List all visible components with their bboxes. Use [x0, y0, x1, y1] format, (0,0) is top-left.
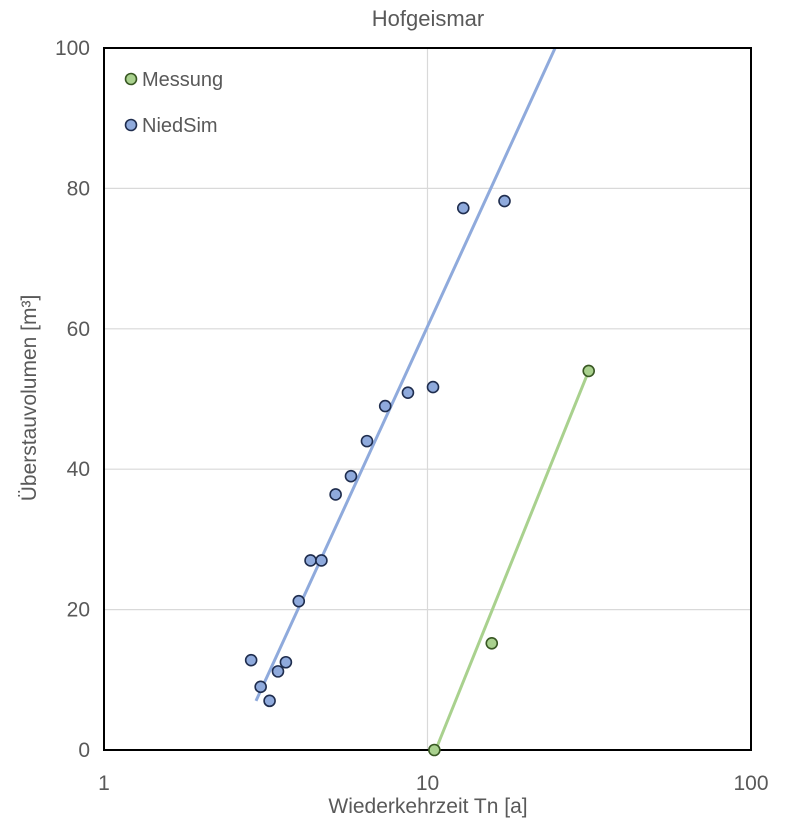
legend: Messung NiedSim — [124, 69, 223, 137]
niedsim-point — [344, 469, 358, 483]
x-axis-title: Wiederkehrzeit Tn [a] — [328, 795, 527, 818]
niedsim-point — [263, 694, 276, 708]
niedsim-point — [254, 680, 267, 694]
legend-marker-niedsim — [124, 118, 138, 132]
niedsim-point — [498, 194, 511, 208]
niedsim-point — [401, 386, 415, 399]
trendlines — [254, 47, 591, 751]
x-tick-label: 100 — [733, 772, 768, 795]
messung-point — [582, 364, 596, 378]
legend-label-messung: Messung — [142, 69, 223, 91]
niedsim-point — [304, 554, 317, 567]
y-tick-label: 40 — [67, 458, 90, 481]
niedsim-point — [244, 653, 258, 667]
messung-trendline — [434, 370, 591, 751]
legend-label-niedsim: NiedSim — [142, 115, 218, 137]
niedsim-point — [279, 655, 293, 669]
plot-area-border — [103, 47, 752, 751]
chart-title: Hofgeismar — [372, 6, 484, 31]
y-tick-label: 60 — [67, 318, 90, 341]
niedsim-trendline — [254, 47, 557, 702]
niedsim-point — [456, 201, 470, 215]
niedsim-point — [378, 399, 392, 413]
niedsim-point — [315, 554, 328, 567]
legend-marker-messung — [124, 72, 138, 86]
messung-point — [428, 743, 441, 757]
data-points — [244, 194, 596, 757]
y-tick-label: 0 — [78, 739, 90, 762]
y-tick-label: 20 — [67, 599, 90, 622]
niedsim-point — [271, 665, 285, 678]
x-tick-label: 10 — [416, 772, 439, 795]
niedsim-point — [329, 488, 342, 501]
axis-ticks: 0 20 40 60 80 100 1 10 100 — [55, 37, 769, 795]
niedsim-point — [360, 434, 374, 448]
grid — [104, 48, 751, 750]
y-tick-label: 100 — [55, 37, 90, 60]
niedsim-point — [292, 594, 306, 608]
x-tick-label: 1 — [98, 772, 110, 795]
y-axis-title: Überstauvolumen [m³] — [18, 295, 41, 502]
y-tick-label: 80 — [67, 177, 90, 200]
niedsim-point — [426, 380, 440, 394]
messung-point — [485, 636, 499, 650]
